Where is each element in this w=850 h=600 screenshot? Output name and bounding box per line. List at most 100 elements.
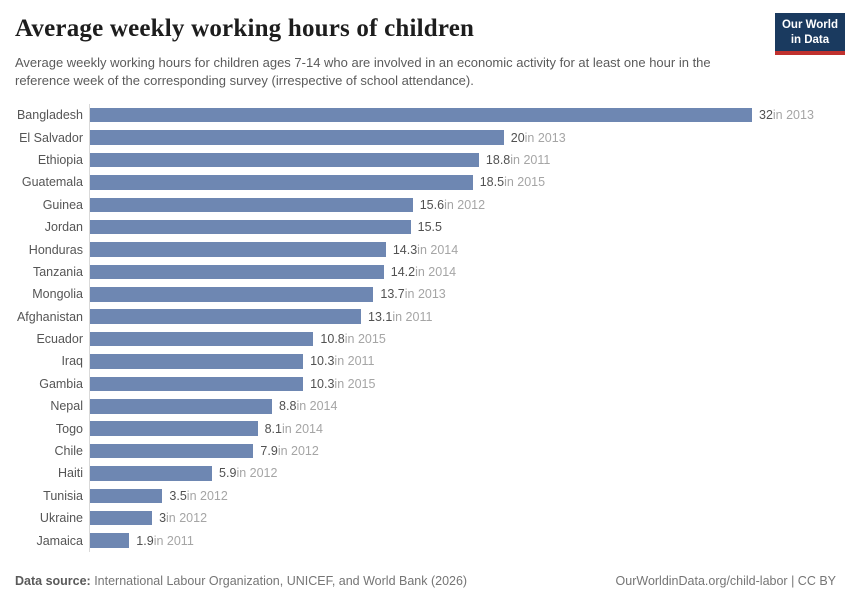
bar-row: Afghanistan 13.1in 2011 xyxy=(15,305,850,328)
bar-year: in 2013 xyxy=(404,287,446,302)
bar-year: in 2015 xyxy=(344,332,386,347)
bar[interactable] xyxy=(90,533,130,548)
bar[interactable] xyxy=(90,152,479,168)
bar-track: 8.1in 2014 xyxy=(89,417,850,440)
bar[interactable] xyxy=(90,287,374,302)
bar-row: Chile 7.9in 2012 xyxy=(15,439,850,463)
footer-source: Data source: International Labour Organi… xyxy=(15,574,467,588)
bar-value: 13.7 xyxy=(380,287,405,302)
bar-row: Mongolia 13.7in 2013 xyxy=(15,283,850,306)
bar-value: 10.8 xyxy=(320,332,345,347)
bar[interactable] xyxy=(90,376,304,392)
bar-value-label: 32in 2013 xyxy=(759,108,814,122)
footer-credit[interactable]: OurWorldinData.org/child-labor | CC BY xyxy=(615,574,836,588)
bar-year: in 2012 xyxy=(277,444,319,459)
bar-track: 8.8in 2014 xyxy=(89,395,850,418)
country-label: Nepal xyxy=(50,399,83,414)
bar-track: 7.9in 2012 xyxy=(89,439,850,463)
bar-value-label: 18.5in 2015 xyxy=(480,175,545,189)
country-label: Jamaica xyxy=(36,533,83,548)
bar-value: 20 xyxy=(510,130,525,145)
bar[interactable] xyxy=(90,443,254,459)
bar-value: 32 xyxy=(759,108,773,123)
bar-value-label: 1.9in 2011 xyxy=(136,534,193,548)
bar-track: 14.2in 2014 xyxy=(89,260,850,284)
bar-value-label: 7.9in 2012 xyxy=(260,444,318,458)
bar-value: 18.5 xyxy=(479,175,505,190)
bar[interactable] xyxy=(90,197,413,212)
country-label: Afghanistan xyxy=(16,309,83,324)
bar-value-label: 18.8in 2011 xyxy=(486,153,550,167)
bar-row: Iraq 10.3in 2011 xyxy=(15,350,850,373)
bar-year: in 2012 xyxy=(186,488,228,503)
bar-row: Guinea 15.6in 2012 xyxy=(15,193,850,216)
footer-source-text: International Labour Organization, UNICE… xyxy=(90,574,468,588)
page-title: Average weekly working hours of children xyxy=(15,15,475,42)
bar[interactable] xyxy=(90,264,384,280)
country-label: El Salvador xyxy=(19,130,83,145)
bar-value-label: 13.1in 2011 xyxy=(368,310,432,324)
bar-value: 18.8 xyxy=(485,152,511,167)
bar-value: 15.6 xyxy=(419,197,445,212)
country-label: Gambia xyxy=(39,376,83,391)
bar-row: Ecuador 10.8in 2015 xyxy=(15,327,850,351)
country-label: Chile xyxy=(54,444,84,459)
bar-value-label: 20in 2013 xyxy=(511,131,566,145)
bar-value: 14.3 xyxy=(392,242,418,257)
bar-value-label: 14.2in 2014 xyxy=(391,265,456,279)
bar-row: Honduras 14.3in 2014 xyxy=(15,238,850,261)
bar-row: Jamaica 1.9in 2011 xyxy=(15,529,850,552)
bar-year: in 2014 xyxy=(417,242,459,257)
bar-value-label: 3in 2012 xyxy=(159,511,207,525)
bar-track: 1.9in 2011 xyxy=(89,529,850,552)
bar-track: 18.5in 2015 xyxy=(89,171,850,194)
bar-value: 10.3 xyxy=(310,376,335,391)
bar-row: Tanzania 14.2in 2014 xyxy=(15,260,850,284)
bar-row: Jordan 15.5 xyxy=(15,215,850,239)
footer-source-label: Data source: xyxy=(15,574,91,588)
bar-row: Nepal 8.8in 2014 xyxy=(15,395,850,418)
bar-track: 14.3in 2014 xyxy=(89,238,850,261)
bar-chart: Bangladesh 32in 2013 El Salvador 20in 20… xyxy=(15,104,850,552)
bar-value: 10.3 xyxy=(310,354,335,369)
bar-row: Tunisia 3.5in 2012 xyxy=(15,484,850,508)
country-label: Mongolia xyxy=(32,287,83,302)
bar[interactable] xyxy=(90,331,314,347)
bar-value-label: 15.6in 2012 xyxy=(420,198,485,212)
bar[interactable] xyxy=(90,242,386,257)
bar[interactable] xyxy=(90,130,504,145)
bar[interactable] xyxy=(90,421,258,436)
bar[interactable] xyxy=(90,466,213,481)
bar[interactable] xyxy=(90,510,153,526)
bar-track: 15.5 xyxy=(89,215,850,239)
country-label: Ethiopia xyxy=(37,152,83,167)
bar[interactable] xyxy=(90,488,163,504)
bar-track: 3in 2012 xyxy=(89,507,850,530)
bar[interactable] xyxy=(90,175,473,190)
owid-logo-line1: Our World xyxy=(781,19,838,31)
bar-row: Togo 8.1in 2014 xyxy=(15,417,850,440)
bar[interactable] xyxy=(90,399,273,414)
bar-value: 7.9 xyxy=(260,444,278,459)
country-label: Haiti xyxy=(57,466,83,481)
bar-value-label: 10.3in 2015 xyxy=(310,377,375,391)
bar-track: 13.1in 2011 xyxy=(89,305,850,328)
chart-footer: Data source: International Labour Organi… xyxy=(15,574,836,588)
country-label: Ukraine xyxy=(39,511,83,526)
bar-track: 18.8in 2011 xyxy=(89,148,850,172)
bar[interactable] xyxy=(90,219,411,235)
bar[interactable] xyxy=(90,354,304,369)
bar-value: 13.1 xyxy=(368,309,393,324)
bar-value-label: 10.8in 2015 xyxy=(320,332,385,346)
country-label: Ecuador xyxy=(36,332,83,347)
bar-value-label: 13.7in 2013 xyxy=(380,287,445,301)
owid-logo-line2: in Data xyxy=(790,33,830,46)
bar-value-label: 10.3in 2011 xyxy=(310,354,374,368)
bar-year: in 2011 xyxy=(153,533,194,548)
bar-row: Ethiopia 18.8in 2011 xyxy=(15,148,850,172)
bar[interactable] xyxy=(90,107,752,123)
country-label: Guatemala xyxy=(21,175,83,190)
bar-year: in 2013 xyxy=(772,108,814,123)
bar[interactable] xyxy=(90,309,361,324)
